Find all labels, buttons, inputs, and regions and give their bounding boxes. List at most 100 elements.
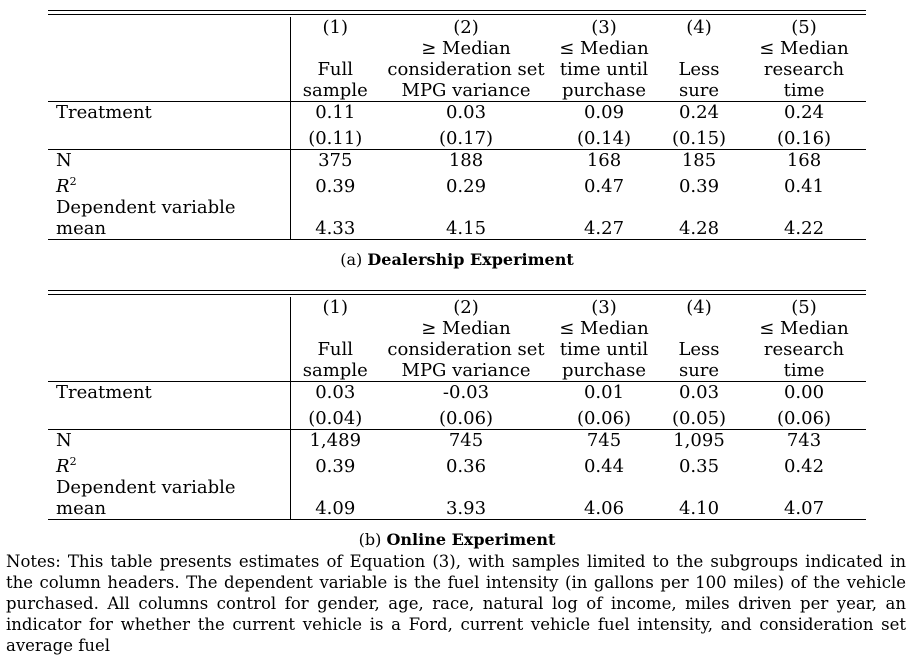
column-header-row: sample MPG variance purchase sure time — [48, 360, 866, 382]
column-header: ≥ Median — [421, 318, 511, 339]
column-header-row: ≥ Median ≤ Median ≤ Median — [48, 38, 866, 59]
column-header: time until — [559, 339, 649, 360]
table-cell: 4.28 — [678, 217, 720, 239]
regression-table-dealership: (1) (2) (3) (4) (5) ≥ Median ≤ Median ≤ … — [48, 10, 866, 240]
table-cell: 0.29 — [445, 175, 487, 197]
table-cell: 0.03 — [380, 101, 552, 123]
column-header: sure — [678, 80, 720, 101]
table-cell: 4.09 — [315, 497, 356, 519]
column-header: time until — [559, 59, 649, 80]
table-cell: 745 — [380, 428, 552, 451]
column-header: time — [783, 360, 825, 381]
table-cell: (0.11) — [308, 127, 363, 149]
row-label: Dependent variable mean — [48, 196, 291, 239]
table-cell: 185 — [656, 148, 742, 171]
caption-prefix: (b) — [358, 529, 382, 549]
row-label: N — [48, 148, 291, 171]
column-number: (2) — [453, 17, 479, 38]
column-number: (4) — [686, 17, 712, 38]
table-cell: 0.39 — [315, 175, 356, 197]
regression-table-online: (1) (2) (3) (4) (5) ≥ Median ≤ Median ≤ … — [48, 290, 866, 520]
table-cell: 0.39 — [678, 175, 720, 197]
column-header: ≤ Median — [559, 38, 649, 59]
column-header: sure — [678, 360, 720, 381]
panel-caption: (b) Online Experiment — [48, 530, 866, 549]
table-cell: (0.06) — [438, 407, 494, 429]
column-header: Full — [317, 339, 354, 360]
column-header: Full — [317, 59, 354, 80]
table-cell: 188 — [380, 148, 552, 171]
column-header-row: ≥ Median ≤ Median ≤ Median — [48, 318, 866, 339]
column-header: sample — [302, 360, 368, 381]
column-header — [290, 38, 380, 59]
table-cell: 0.24 — [742, 101, 866, 123]
table-cell: 0.01 — [552, 381, 656, 403]
column-header-row: Full consideration set time until Less r… — [48, 339, 866, 360]
table-cell: (0.15) — [671, 127, 727, 149]
n-row: N 1,489 745 745 1,095 743 — [48, 428, 866, 451]
table-cell: 0.42 — [783, 455, 825, 477]
row-label: Treatment — [48, 101, 291, 123]
table-cell: 0.35 — [678, 455, 720, 477]
dependent-mean-row: Dependent variable mean 4.09 3.93 4.06 4… — [48, 476, 866, 519]
row-label: R2 — [48, 450, 291, 477]
table-cell: (0.06) — [576, 407, 632, 429]
table-cell: 0.03 — [656, 381, 742, 403]
column-number: (3) — [591, 297, 617, 318]
table-cell: 0.41 — [783, 175, 825, 197]
table-cell: (0.04) — [308, 407, 363, 429]
column-number: (5) — [791, 17, 817, 38]
table-cell: 0.39 — [315, 455, 356, 477]
table-cell: 0.44 — [583, 455, 625, 477]
table-notes: Notes: This table presents estimates of … — [6, 552, 906, 655]
r2-row: R2 0.39 0.29 0.47 0.39 0.41 — [48, 170, 866, 197]
table-cell: 4.27 — [583, 217, 625, 239]
table-cell: 1,095 — [656, 428, 742, 451]
table-cell: 0.00 — [742, 381, 866, 403]
panel-caption: (a) Dealership Experiment — [48, 250, 866, 269]
column-header: ≤ Median — [759, 38, 849, 59]
column-header: consideration set — [387, 339, 545, 360]
column-header — [290, 318, 380, 339]
column-number: (4) — [686, 297, 712, 318]
treatment-row: Treatment 0.11 0.03 0.09 0.24 0.24 — [48, 101, 866, 123]
standard-error-row: (0.04) (0.06) (0.06) (0.05) (0.06) — [48, 403, 866, 429]
table-cell: 1,489 — [290, 428, 380, 451]
panel-online: (1) (2) (3) (4) (5) ≥ Median ≤ Median ≤ … — [48, 290, 866, 549]
column-header: time — [783, 80, 825, 101]
table-cell: 375 — [290, 148, 380, 171]
table-cell: 168 — [742, 148, 866, 171]
column-number: (3) — [591, 17, 617, 38]
column-header: consideration set — [387, 59, 545, 80]
table-cell: (0.16) — [776, 127, 832, 149]
treatment-row: Treatment 0.03 -0.03 0.01 0.03 0.00 — [48, 381, 866, 403]
table-cell: (0.17) — [438, 127, 494, 149]
row-label: Dependent variable mean — [48, 476, 291, 519]
caption-title: Dealership Experiment — [367, 249, 574, 269]
table-cell: 0.03 — [290, 381, 380, 403]
table-cell: 0.24 — [656, 101, 742, 123]
table-cell: 4.07 — [783, 497, 825, 519]
panel-dealership: (1) (2) (3) (4) (5) ≥ Median ≤ Median ≤ … — [48, 10, 866, 269]
column-header: ≥ Median — [421, 38, 511, 59]
table-cell: 743 — [742, 428, 866, 451]
row-label: Treatment — [48, 381, 291, 403]
column-header-row: Full consideration set time until Less r… — [48, 59, 866, 80]
table-cell: (0.06) — [776, 407, 832, 429]
column-number-row: (1) (2) (3) (4) (5) — [48, 297, 866, 318]
column-number: (5) — [791, 297, 817, 318]
dependent-mean-row: Dependent variable mean 4.33 4.15 4.27 4… — [48, 196, 866, 239]
table-cell: -0.03 — [380, 381, 552, 403]
table-cell: (0.05) — [671, 407, 727, 429]
r2-row: R2 0.39 0.36 0.44 0.35 0.42 — [48, 450, 866, 477]
table-cell: 0.09 — [552, 101, 656, 123]
n-row: N 375 188 168 185 168 — [48, 148, 866, 171]
table-cell: 0.36 — [445, 455, 487, 477]
standard-error-row: (0.11) (0.17) (0.14) (0.15) (0.16) — [48, 123, 866, 149]
table-cell: 3.93 — [445, 497, 487, 519]
column-header: purchase — [561, 80, 646, 101]
table-cell: 0.11 — [290, 101, 380, 123]
column-header: ≤ Median — [759, 318, 849, 339]
column-header: research — [763, 59, 845, 80]
table-cell: 745 — [552, 428, 656, 451]
